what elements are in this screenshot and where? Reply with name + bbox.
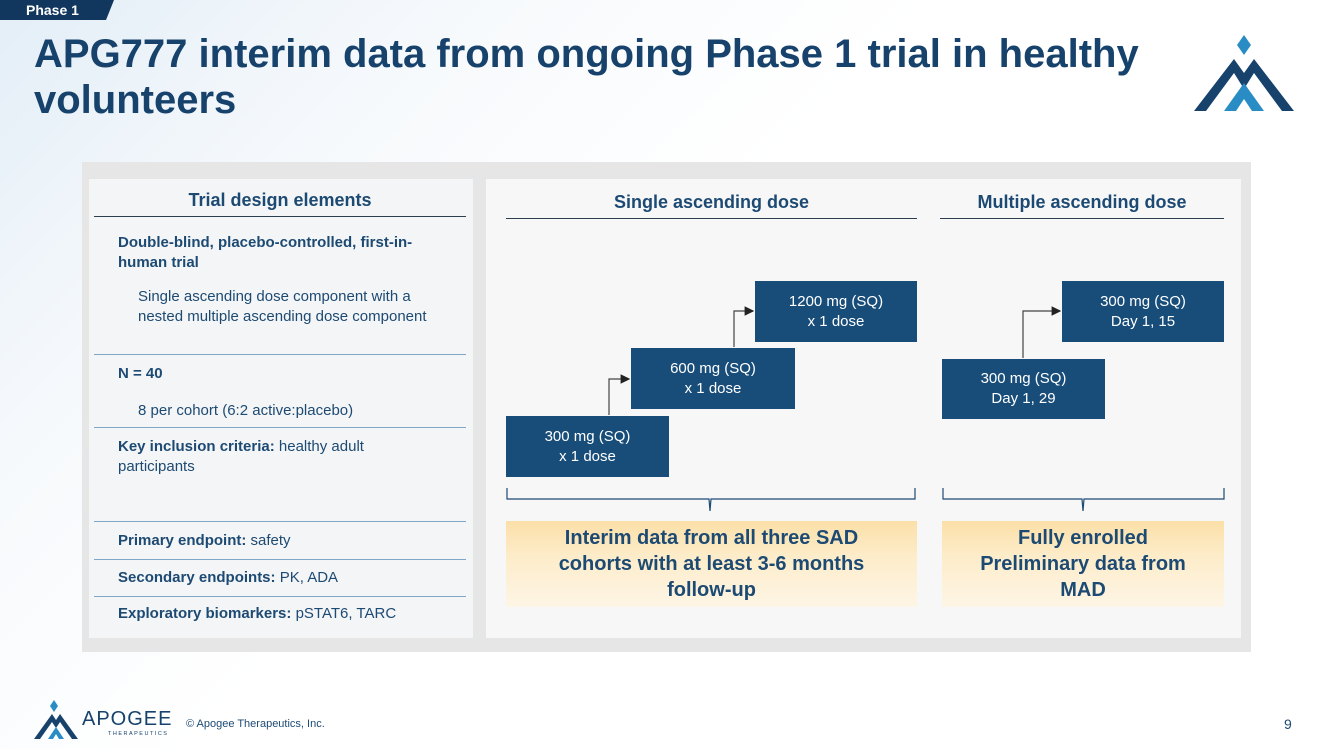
primary-value: safety — [246, 532, 291, 549]
trial-design-card — [89, 179, 473, 638]
trial-design-header: Trial design elements — [94, 190, 466, 217]
divider — [94, 354, 466, 355]
inclusion-criteria: Key inclusion criteria: healthy adult pa… — [118, 437, 428, 477]
dose-regimen: x 1 dose — [559, 447, 616, 465]
inclusion-value: healthy adult participants — [118, 438, 364, 475]
mad-callout: Fully enrolled Preliminary data from MAD — [942, 521, 1224, 607]
exploratory-label: Exploratory biomarkers: — [118, 605, 292, 622]
sad-header: Single ascending dose — [506, 192, 917, 219]
dose-amount: 300 mg (SQ) — [1100, 292, 1186, 310]
phase-tag: Phase 1 — [0, 0, 114, 20]
exploratory-value: pSTAT6, TARC — [291, 605, 397, 622]
dose-amount: 1200 mg (SQ) — [788, 292, 884, 310]
exploratory-biomarkers: Exploratory biomarkers: pSTAT6, TARC — [118, 604, 396, 624]
n-label: N = 40 — [118, 365, 163, 382]
primary-endpoint: Primary endpoint: safety — [118, 531, 291, 551]
dose-regimen: Day 1, 29 — [991, 390, 1056, 407]
design-title: Double-blind, placebo-controlled, first-… — [118, 234, 413, 271]
inclusion-label: Key inclusion criteria: — [118, 438, 275, 455]
divider — [94, 521, 466, 522]
footer-logo-subtext: THERAPEUTICS — [108, 731, 168, 737]
dose-regimen: x 1 dose — [807, 312, 865, 330]
divider — [94, 559, 466, 560]
apogee-logo-icon — [1194, 35, 1294, 111]
apogee-footer-logo: APOGEE THERAPEUTICS — [34, 700, 172, 739]
page-title: APG777 interim data from ongoing Phase 1… — [34, 32, 1139, 122]
sad-callout: Interim data from all three SAD cohorts … — [506, 521, 917, 607]
n-description: 8 per cohort (6:2 active:placebo) — [138, 402, 354, 419]
primary-label: Primary endpoint: — [118, 532, 247, 549]
footer-logo-text: APOGEE — [82, 708, 172, 730]
dose-amount: 300 mg (SQ) — [980, 370, 1067, 387]
page-number: 9 — [1284, 716, 1292, 732]
mad-header: Multiple ascending dose — [940, 192, 1224, 219]
copyright: © Apogee Therapeutics, Inc. — [186, 718, 325, 730]
sad-dose-box-1200: 1200 mg (SQ) x 1 dose — [755, 281, 917, 342]
divider — [94, 596, 466, 597]
mad-dose-box-day29: 300 mg (SQ) Day 1, 29 — [942, 359, 1105, 419]
dose-amount: 300 mg (SQ) — [544, 427, 631, 445]
mad-callout-line2: Preliminary data from MAD — [980, 553, 1186, 601]
design-description: Single ascending dose component with a n… — [138, 288, 427, 325]
dose-regimen: Day 1, 15 — [1110, 312, 1176, 330]
divider — [94, 427, 466, 428]
sad-dose-box-600: 600 mg (SQ) x 1 dose — [631, 348, 795, 409]
secondary-endpoints: Secondary endpoints: PK, ADA — [118, 568, 338, 588]
mad-callout-line1: Fully enrolled — [1017, 527, 1149, 549]
secondary-value: PK, ADA — [275, 569, 339, 586]
sad-dose-box-300: 300 mg (SQ) x 1 dose — [506, 416, 669, 477]
mad-dose-box-day15: 300 mg (SQ) Day 1, 15 — [1062, 281, 1224, 342]
dose-regimen: x 1 dose — [684, 379, 742, 397]
secondary-label: Secondary endpoints: — [118, 569, 276, 586]
dose-amount: 600 mg (SQ) — [670, 359, 756, 377]
